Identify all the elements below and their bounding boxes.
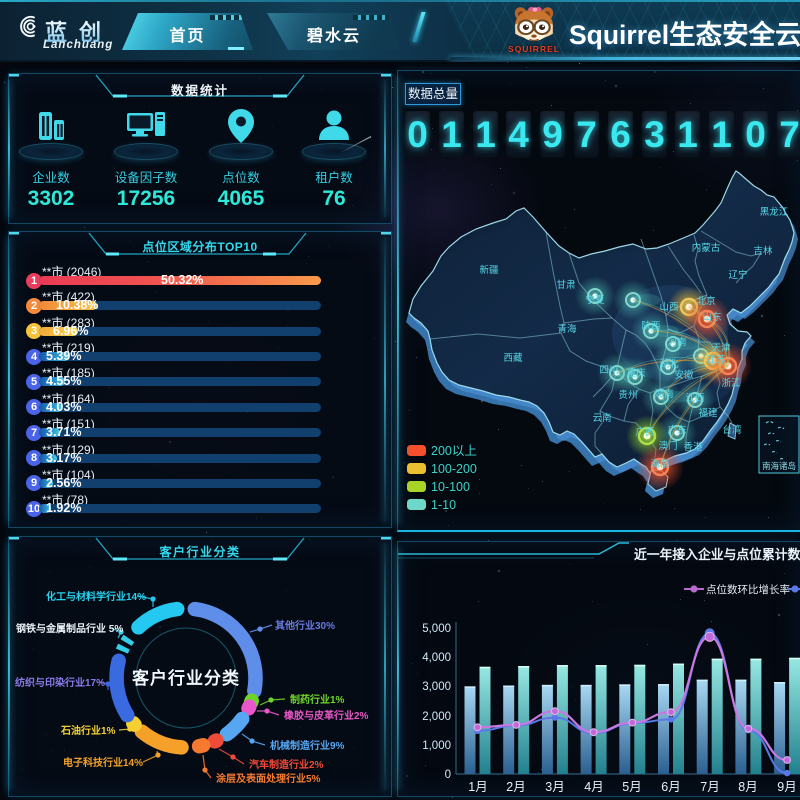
svg-text:近一年接入企业与点位累计数: 近一年接入企业与点位累计数 bbox=[634, 547, 800, 562]
svg-text:橡胶与皮革行业2%: 橡胶与皮革行业2% bbox=[284, 709, 369, 722]
svg-text:石油行业1%: 石油行业1% bbox=[60, 724, 116, 737]
svg-text:化工与材料学行业14%: 化工与材料学行业14% bbox=[46, 590, 146, 603]
svg-text:200以上: 200以上 bbox=[431, 444, 477, 458]
svg-text:内蒙古: 内蒙古 bbox=[692, 242, 721, 254]
svg-text:3月: 3月 bbox=[545, 780, 564, 794]
svg-text:机械制造行业9%: 机械制造行业9% bbox=[270, 739, 345, 752]
svg-text:湖北: 湖北 bbox=[659, 359, 679, 370]
svg-text:宁夏: 宁夏 bbox=[585, 294, 605, 306]
svg-text:贵州: 贵州 bbox=[618, 389, 637, 401]
svg-text:电子科技行业14%: 电子科技行业14% bbox=[63, 756, 143, 769]
svg-text:7月: 7月 bbox=[700, 780, 719, 794]
svg-text:广东: 广东 bbox=[667, 424, 686, 436]
svg-text:10-100: 10-100 bbox=[431, 480, 470, 494]
svg-text:西藏: 西藏 bbox=[503, 352, 523, 364]
svg-text:香港: 香港 bbox=[683, 441, 703, 453]
svg-text:辽宁: 辽宁 bbox=[728, 269, 747, 281]
svg-text:客户行业分类: 客户行业分类 bbox=[131, 668, 240, 688]
svg-text:2,000: 2,000 bbox=[422, 711, 451, 723]
svg-text:南海诸岛: 南海诸岛 bbox=[762, 461, 796, 471]
svg-text:天津: 天津 bbox=[711, 343, 731, 354]
svg-text:其他行业30%: 其他行业30% bbox=[275, 619, 335, 632]
svg-text:江西: 江西 bbox=[685, 393, 704, 404]
svg-text:江苏: 江苏 bbox=[706, 354, 726, 366]
svg-text:台湾: 台湾 bbox=[722, 424, 742, 436]
svg-text:四川: 四川 bbox=[599, 365, 618, 376]
svg-text:涂层及表面处理行业5%: 涂层及表面处理行业5% bbox=[216, 772, 321, 785]
svg-text:河南: 河南 bbox=[667, 336, 686, 348]
svg-text:3,000: 3,000 bbox=[422, 681, 451, 693]
svg-text:重庆: 重庆 bbox=[626, 367, 646, 379]
svg-text:钢铁与金属制品行业 5%: 钢铁与金属制品行业 5% bbox=[16, 622, 123, 635]
svg-text:0: 0 bbox=[445, 769, 451, 781]
svg-text:6月: 6月 bbox=[661, 780, 680, 794]
svg-text:山东: 山东 bbox=[702, 311, 721, 323]
svg-text:海南: 海南 bbox=[650, 458, 669, 470]
svg-text:黑龙江: 黑龙江 bbox=[760, 206, 789, 218]
svg-text:4,000: 4,000 bbox=[422, 652, 451, 664]
svg-text:5月: 5月 bbox=[622, 780, 641, 794]
svg-text:浙江: 浙江 bbox=[721, 377, 741, 389]
svg-text:1,000: 1,000 bbox=[422, 740, 451, 752]
svg-text:北京: 北京 bbox=[696, 295, 715, 307]
svg-text:新疆: 新疆 bbox=[479, 264, 499, 276]
svg-text:8月: 8月 bbox=[738, 780, 757, 794]
svg-text:湖南: 湖南 bbox=[654, 388, 673, 400]
svg-text:云南: 云南 bbox=[592, 412, 611, 424]
svg-text:5,000: 5,000 bbox=[422, 623, 451, 635]
svg-text:制药行业1%: 制药行业1% bbox=[290, 693, 345, 706]
svg-text:汽车制造行业2%: 汽车制造行业2% bbox=[249, 758, 324, 771]
svg-text:纺织与印染行业17%: 纺织与印染行业17% bbox=[15, 676, 105, 689]
svg-text:2月: 2月 bbox=[506, 780, 525, 794]
svg-text:澳门: 澳门 bbox=[658, 440, 677, 452]
svg-text:1月: 1月 bbox=[468, 780, 487, 794]
svg-text:甘肃: 甘肃 bbox=[556, 279, 575, 291]
svg-text:福建: 福建 bbox=[698, 407, 718, 419]
svg-text:广西: 广西 bbox=[635, 426, 654, 438]
svg-text:山西: 山西 bbox=[659, 302, 678, 313]
svg-text:9月: 9月 bbox=[777, 780, 796, 794]
svg-text:吉林: 吉林 bbox=[753, 245, 773, 257]
svg-text:1-10: 1-10 bbox=[431, 498, 456, 512]
svg-text:陕西: 陕西 bbox=[641, 320, 660, 332]
svg-text:点位数环比增长率: 点位数环比增长率 bbox=[706, 583, 790, 596]
svg-text:100-200: 100-200 bbox=[431, 462, 477, 476]
svg-text:安徽: 安徽 bbox=[674, 369, 694, 381]
svg-text:青海: 青海 bbox=[557, 323, 577, 335]
svg-text:4月: 4月 bbox=[584, 780, 603, 794]
